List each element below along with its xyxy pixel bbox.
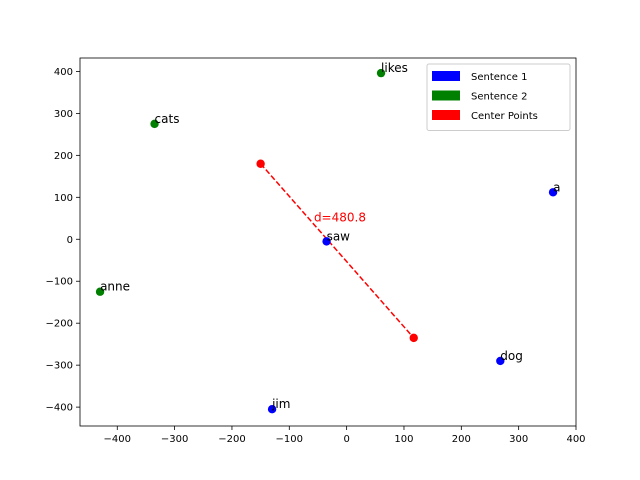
points-layer: [95, 68, 558, 414]
ticks-layer: −400 −300 −200 −100 0 100 200 300 400 −400 −300 −20…: [46, 67, 586, 445]
x-tick-label: −400: [104, 434, 131, 445]
legend-swatch-3: [432, 110, 460, 120]
x-tick-label: 200: [452, 434, 471, 445]
point-likes: [376, 68, 386, 78]
point-label-dog: dog: [500, 349, 523, 363]
center-point-2: [409, 333, 418, 343]
y-tick-label: 300: [54, 109, 73, 120]
point-label-jim: jim: [271, 397, 290, 411]
point-jim: [267, 405, 277, 414]
labels-layer: a saw dog jim likes cats anne d=480.8: [100, 61, 560, 411]
y-tick-label: 100: [54, 193, 73, 204]
y-tick-label: −200: [46, 319, 73, 330]
point-label-saw: saw: [327, 229, 351, 243]
center-point-1: [256, 159, 265, 168]
y-tick-label: 200: [54, 151, 73, 162]
legend: Sentence 1 Sentence 2 Center Points: [426, 63, 571, 131]
plot-area-frame: [79, 57, 577, 427]
x-tick-label: 0: [343, 434, 349, 445]
center-distance-line: [260, 163, 415, 339]
x-tick-label: 100: [394, 434, 413, 445]
legend-swatch-1: [432, 71, 460, 81]
point-anne: [95, 287, 105, 296]
x-tick-label: 400: [566, 434, 585, 445]
point-label-cats: cats: [155, 112, 180, 126]
point-cats: [150, 119, 159, 129]
distance-label: d=480.8: [314, 211, 366, 225]
x-tick-label: −300: [161, 434, 188, 445]
legend-label-1: Sentence 1: [471, 72, 527, 83]
y-tick-label: 0: [67, 235, 73, 246]
legend-swatch-2: [432, 90, 460, 101]
y-tick-label: 400: [54, 67, 73, 78]
point-a: [548, 188, 558, 197]
legend-label-3: Center Points: [471, 111, 538, 122]
point-saw: [322, 237, 331, 246]
y-tick-label: −100: [46, 277, 73, 288]
x-tick-label: −200: [218, 434, 245, 445]
center-line-layer: [260, 163, 415, 339]
x-tick-label: 300: [509, 434, 528, 445]
point-label-likes: likes: [381, 61, 408, 75]
point-label-anne: anne: [100, 280, 130, 294]
point-label-a: a: [553, 180, 560, 194]
y-tick-label: −400: [46, 403, 73, 414]
legend-box: [426, 63, 571, 131]
x-tick-label: −100: [276, 434, 303, 445]
point-dog: [496, 356, 505, 366]
legend-label-2: Sentence 2: [471, 92, 527, 103]
y-tick-label: −300: [46, 361, 73, 372]
